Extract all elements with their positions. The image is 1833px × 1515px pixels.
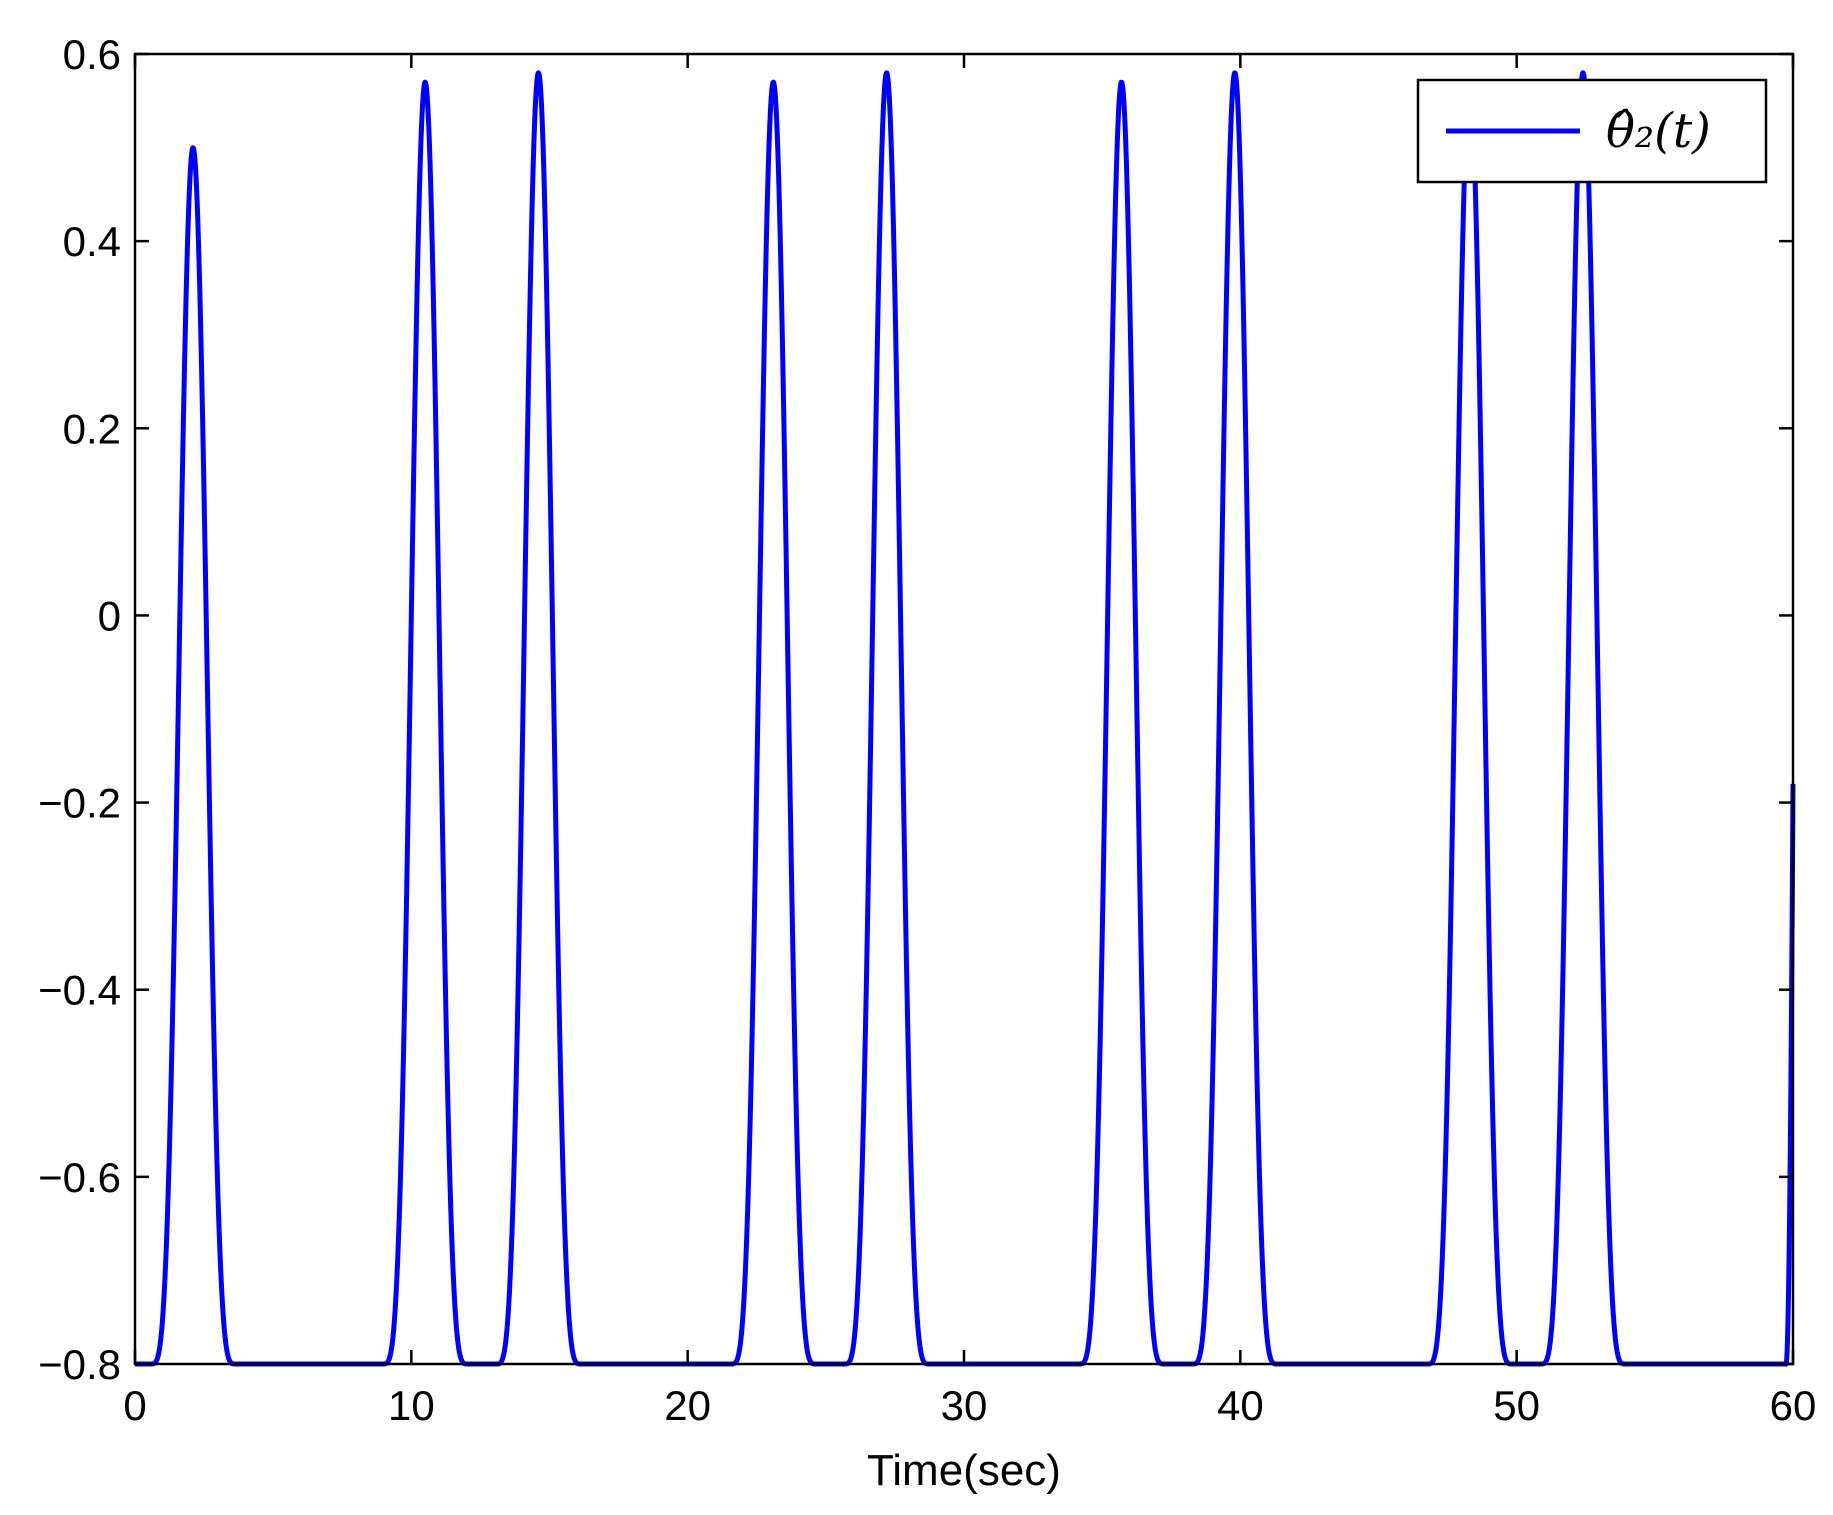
- x-axis-title: Time(sec): [867, 1446, 1061, 1495]
- ticks-layer: 0 10 20 30 40 50 60 −0.8 −0.6 −0.4 −0.2 0 0.2 0.4 0.6: [38, 31, 1816, 1429]
- x-tick-label: 50: [1493, 1382, 1540, 1429]
- y-tick-label: 0.4: [63, 218, 121, 265]
- x-tick-label: 30: [941, 1382, 988, 1429]
- y-tick-label: −0.2: [38, 780, 121, 827]
- y-tick-label: 0.2: [63, 405, 121, 452]
- x-tick-label: 20: [664, 1382, 711, 1429]
- legend-label: θ̂₂(t): [1606, 103, 1711, 159]
- plot-background: [135, 54, 1793, 1364]
- y-tick-label: −0.6: [38, 1154, 121, 1201]
- x-tick-label: 40: [1217, 1382, 1264, 1429]
- x-tick-label: 60: [1770, 1382, 1817, 1429]
- legend: θ̂₂(t): [1416, 78, 1768, 184]
- y-tick-label: −0.4: [38, 967, 121, 1014]
- y-tick-label: −0.8: [38, 1341, 121, 1388]
- y-tick-label: 0: [98, 592, 121, 639]
- x-tick-label: 0: [123, 1382, 146, 1429]
- y-tick-label: 0.6: [63, 31, 121, 78]
- x-tick-label: 10: [388, 1382, 435, 1429]
